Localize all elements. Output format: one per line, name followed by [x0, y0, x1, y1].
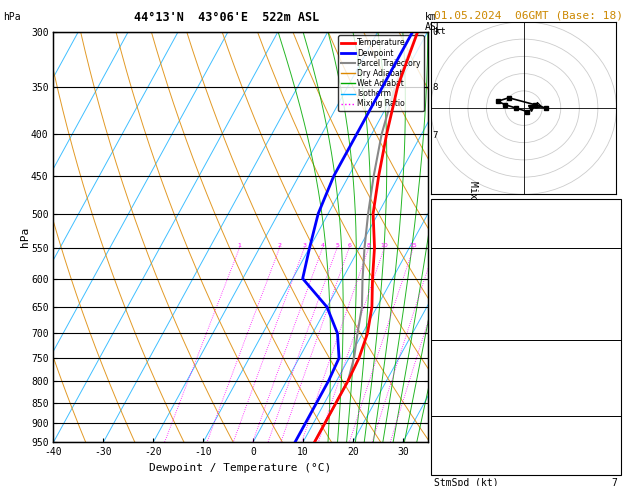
Text: 20: 20	[431, 243, 439, 247]
Text: Temp (°C): Temp (°C)	[434, 265, 487, 276]
Text: kt: kt	[435, 27, 445, 36]
Text: Lifted Index: Lifted Index	[434, 388, 504, 398]
Text: Surface: Surface	[505, 250, 547, 260]
Text: 44°13'N  43°06'E  522m ASL: 44°13'N 43°06'E 522m ASL	[134, 11, 319, 24]
Text: 01.05.2024  06GMT (Base: 18): 01.05.2024 06GMT (Base: 18)	[434, 11, 623, 21]
Text: 8.4: 8.4	[600, 280, 618, 291]
Text: SREH: SREH	[434, 448, 457, 458]
Text: 2: 2	[612, 388, 618, 398]
Text: K: K	[434, 202, 440, 212]
Text: 0: 0	[612, 418, 618, 428]
Text: 0: 0	[612, 326, 618, 336]
Y-axis label: hPa: hPa	[19, 227, 30, 247]
Text: 165: 165	[600, 433, 618, 443]
Text: 15: 15	[409, 243, 418, 247]
Text: 8: 8	[367, 243, 370, 247]
Text: 8: 8	[612, 311, 618, 321]
Text: θᴇ (K): θᴇ (K)	[434, 373, 469, 383]
Text: 5: 5	[335, 243, 339, 247]
Text: EH: EH	[434, 433, 446, 443]
Text: Totals Totals: Totals Totals	[434, 217, 510, 227]
Text: 2: 2	[612, 232, 618, 242]
Text: Pressure (mb): Pressure (mb)	[434, 358, 510, 368]
Text: 10: 10	[381, 243, 388, 247]
Text: θᴇ(K): θᴇ(K)	[434, 295, 464, 306]
Legend: Temperature, Dewpoint, Parcel Trajectory, Dry Adiabat, Wet Adiabat, Isotherm, Mi: Temperature, Dewpoint, Parcel Trajectory…	[338, 35, 424, 111]
Text: © weatheronline.co.uk: © weatheronline.co.uk	[474, 464, 578, 473]
Text: hPa: hPa	[3, 12, 21, 22]
Text: 25: 25	[448, 243, 455, 247]
Y-axis label: Mixing Ratio (g/kg): Mixing Ratio (g/kg)	[468, 181, 478, 293]
Text: CIN (J): CIN (J)	[434, 341, 475, 351]
Text: 0: 0	[612, 403, 618, 413]
Text: 320: 320	[600, 373, 618, 383]
Text: 6: 6	[347, 243, 351, 247]
Text: 700: 700	[600, 358, 618, 368]
Text: 13: 13	[606, 202, 618, 212]
Text: Dewp (°C): Dewp (°C)	[434, 280, 487, 291]
Text: 2: 2	[277, 243, 282, 247]
Text: 12.3: 12.3	[594, 265, 618, 276]
Text: 1: 1	[238, 243, 242, 247]
Text: 243°: 243°	[594, 463, 618, 473]
Text: CIN (J): CIN (J)	[434, 418, 475, 428]
Text: 309: 309	[600, 295, 618, 306]
Text: 3: 3	[303, 243, 306, 247]
Text: Most Unstable: Most Unstable	[487, 343, 564, 353]
Text: Hodograph: Hodograph	[499, 418, 552, 428]
Text: StmDir: StmDir	[434, 463, 469, 473]
X-axis label: Dewpoint / Temperature (°C): Dewpoint / Temperature (°C)	[150, 463, 331, 473]
Text: PW (cm): PW (cm)	[434, 232, 475, 242]
Text: CAPE (J): CAPE (J)	[434, 326, 481, 336]
Text: ASL: ASL	[425, 22, 443, 32]
Text: 4: 4	[321, 243, 325, 247]
Text: 38: 38	[606, 217, 618, 227]
Text: StmSpd (kt): StmSpd (kt)	[434, 478, 499, 486]
Text: Lifted Index: Lifted Index	[434, 311, 504, 321]
Text: 0: 0	[612, 341, 618, 351]
Text: 163: 163	[600, 448, 618, 458]
Text: km: km	[425, 12, 437, 22]
Text: 7: 7	[612, 478, 618, 486]
Text: CAPE (J): CAPE (J)	[434, 403, 481, 413]
